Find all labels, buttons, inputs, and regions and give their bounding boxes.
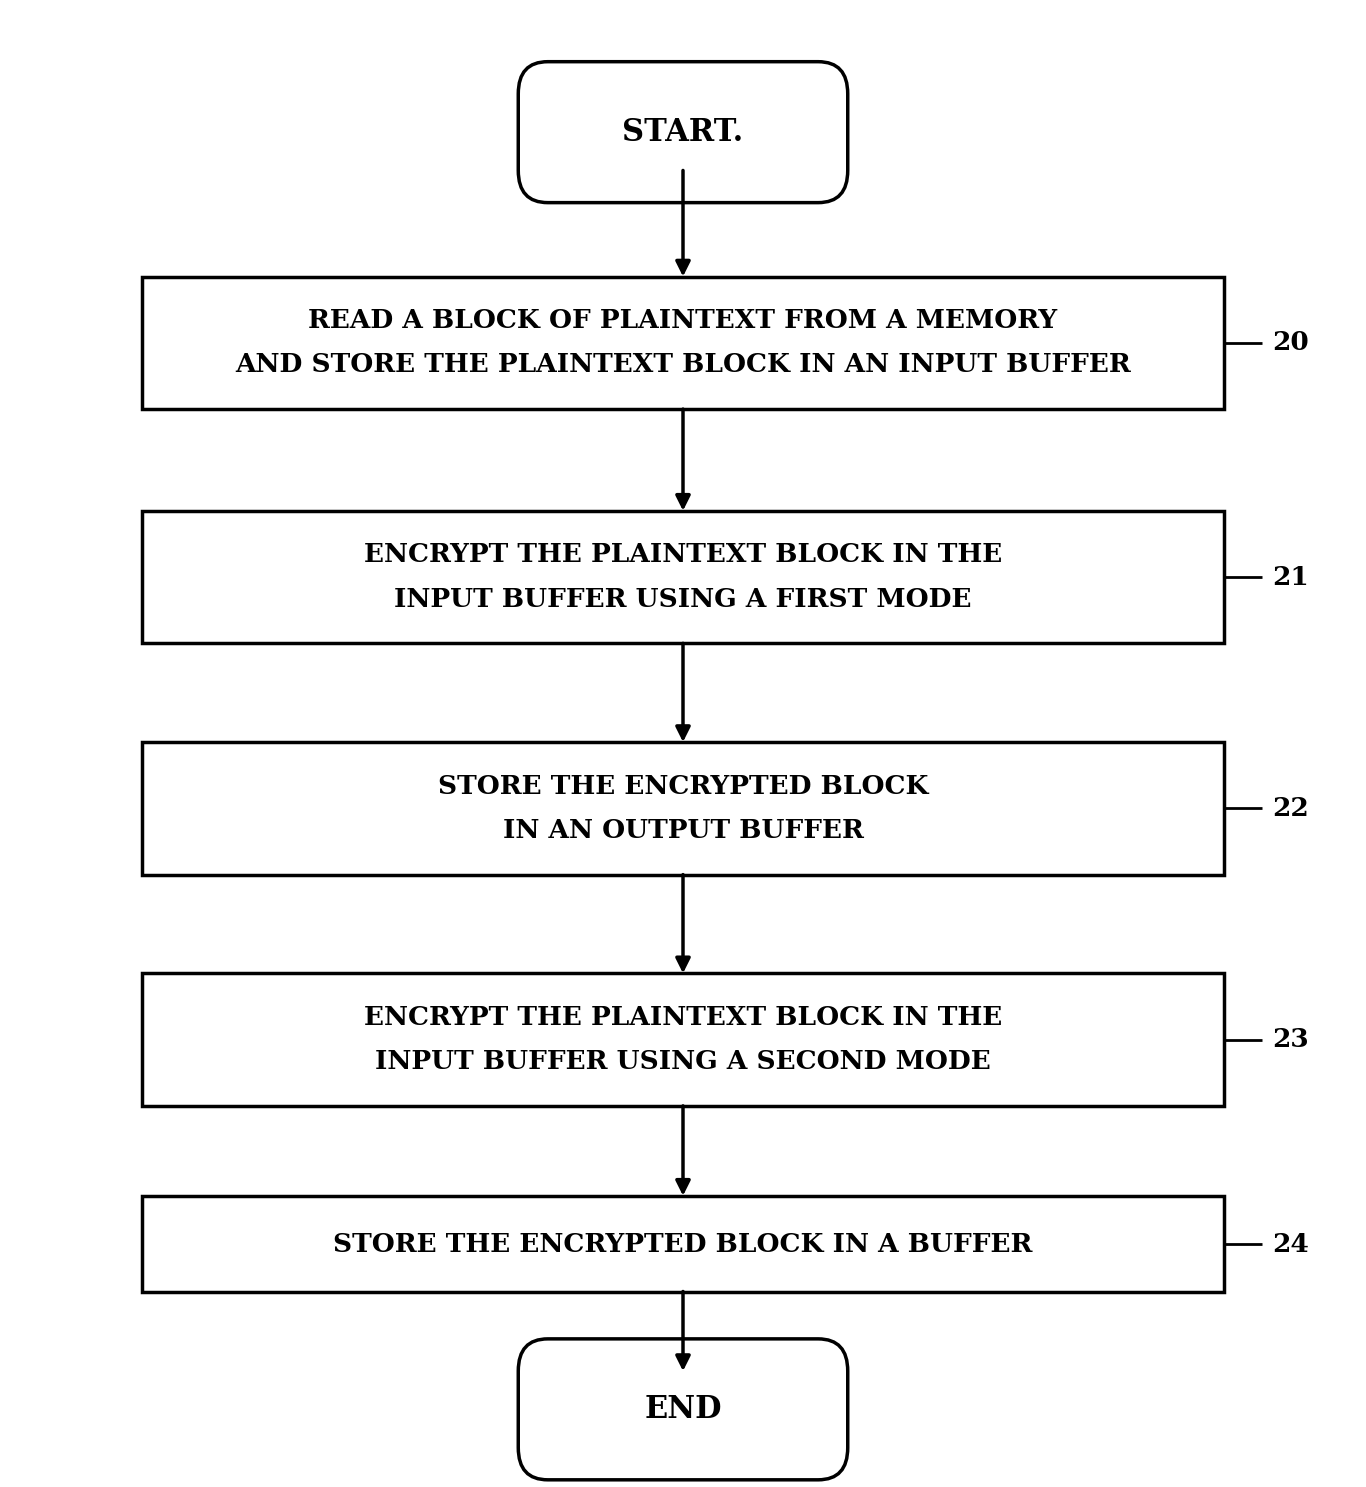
Text: 21: 21 xyxy=(1273,565,1309,589)
Text: 23: 23 xyxy=(1273,1028,1309,1053)
FancyBboxPatch shape xyxy=(518,61,848,202)
Text: READ A BLOCK OF PLAINTEXT FROM A MEMORY: READ A BLOCK OF PLAINTEXT FROM A MEMORY xyxy=(309,308,1057,333)
Text: INPUT BUFFER USING A SECOND MODE: INPUT BUFFER USING A SECOND MODE xyxy=(376,1050,990,1074)
Text: END: END xyxy=(645,1393,721,1425)
FancyBboxPatch shape xyxy=(142,974,1224,1106)
Text: AND STORE THE PLAINTEXT BLOCK IN AN INPUT BUFFER: AND STORE THE PLAINTEXT BLOCK IN AN INPU… xyxy=(235,352,1131,378)
Text: START.: START. xyxy=(623,116,743,147)
Text: INPUT BUFFER USING A FIRST MODE: INPUT BUFFER USING A FIRST MODE xyxy=(395,587,971,611)
FancyBboxPatch shape xyxy=(142,742,1224,874)
Text: 24: 24 xyxy=(1273,1231,1310,1257)
FancyBboxPatch shape xyxy=(142,1197,1224,1292)
FancyBboxPatch shape xyxy=(142,510,1224,644)
Text: 22: 22 xyxy=(1273,796,1309,821)
Text: 20: 20 xyxy=(1273,330,1309,355)
Text: ENCRYPT THE PLAINTEXT BLOCK IN THE: ENCRYPT THE PLAINTEXT BLOCK IN THE xyxy=(363,1005,1003,1030)
FancyBboxPatch shape xyxy=(142,277,1224,409)
Text: ENCRYPT THE PLAINTEXT BLOCK IN THE: ENCRYPT THE PLAINTEXT BLOCK IN THE xyxy=(363,543,1003,568)
FancyBboxPatch shape xyxy=(518,1338,848,1480)
Text: STORE THE ENCRYPTED BLOCK: STORE THE ENCRYPTED BLOCK xyxy=(437,773,929,799)
Text: STORE THE ENCRYPTED BLOCK IN A BUFFER: STORE THE ENCRYPTED BLOCK IN A BUFFER xyxy=(333,1231,1033,1257)
Text: IN AN OUTPUT BUFFER: IN AN OUTPUT BUFFER xyxy=(503,818,863,843)
